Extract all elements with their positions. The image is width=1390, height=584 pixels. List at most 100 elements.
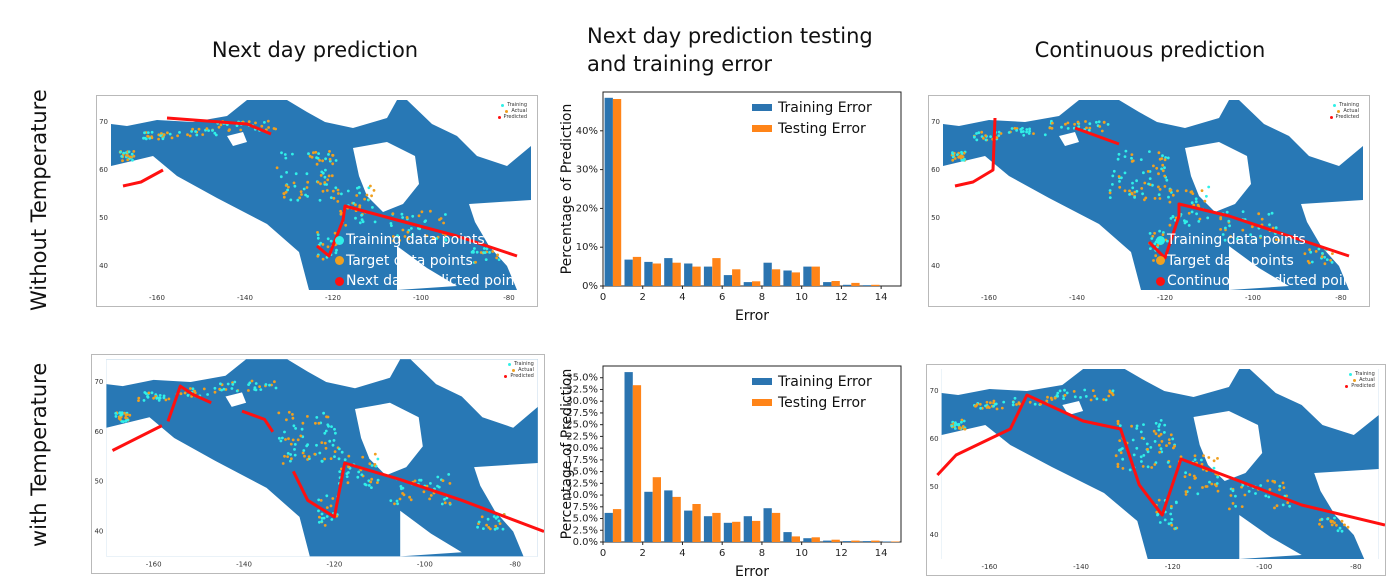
map-point [147, 391, 151, 395]
map-point [305, 186, 309, 189]
map-point [1027, 132, 1031, 135]
map-point [291, 438, 295, 442]
water-region [1229, 246, 1289, 290]
map-point [1329, 258, 1332, 262]
map-point [443, 497, 446, 501]
map-point [302, 187, 306, 191]
map-point [286, 455, 289, 458]
map-point [373, 452, 377, 456]
map-point [146, 395, 149, 398]
map-point [193, 389, 196, 393]
map-point [1241, 483, 1245, 487]
map-point [1121, 457, 1125, 461]
map-point [1231, 502, 1235, 505]
map-point [306, 415, 309, 418]
water-region [397, 246, 457, 290]
map-point [286, 452, 290, 455]
map-point [373, 463, 377, 466]
map-point [120, 155, 124, 158]
map-point [1140, 436, 1144, 440]
map-point [476, 525, 479, 529]
map-point [284, 438, 287, 441]
map-point [1193, 458, 1197, 461]
map-point [314, 421, 317, 425]
x-tick-label: 12 [835, 548, 848, 559]
map-point [372, 189, 376, 192]
map-point [1153, 463, 1157, 466]
map-point [1153, 440, 1157, 443]
map-point [429, 482, 432, 485]
bar-testing [891, 541, 900, 542]
map-point [1130, 424, 1133, 428]
y-tick-label: 35.0% [566, 373, 598, 384]
map-point [294, 427, 297, 430]
map-point [997, 130, 1001, 134]
bar-testing [752, 281, 761, 286]
map-point [995, 407, 999, 411]
map-point [299, 434, 303, 438]
map-point [207, 129, 210, 132]
bar-testing [692, 266, 701, 286]
map-point [201, 133, 205, 136]
map-point [437, 485, 441, 489]
map-point [346, 189, 350, 193]
map-point [274, 386, 278, 390]
x-tick-label: 2 [640, 292, 646, 303]
map-point [1335, 523, 1338, 527]
map-point [1184, 471, 1187, 475]
map-point [400, 487, 403, 491]
map-point [1158, 197, 1162, 200]
y-tick-label: 0% [582, 281, 598, 292]
map-point [1025, 130, 1028, 134]
map-panel-next-day-with: -160 -140 -120 -100 -80 70 60 50 40 Training Actua… [91, 354, 545, 574]
map-point [1240, 505, 1244, 508]
map-point [429, 494, 433, 497]
map-point [962, 158, 966, 162]
map-point [1219, 217, 1223, 221]
bar-testing [712, 258, 721, 286]
map-point [284, 184, 288, 187]
map-point [1118, 180, 1121, 183]
map-point [330, 425, 333, 428]
map-point [320, 459, 324, 463]
map-point [325, 494, 329, 498]
map-point [953, 424, 957, 427]
map-point [231, 383, 235, 386]
map-point [324, 157, 327, 161]
map-point [1158, 443, 1161, 447]
predicted-dot [1345, 384, 1349, 388]
map-point [395, 499, 399, 503]
map-point [1281, 481, 1285, 485]
map-point [287, 185, 290, 189]
map-x-tick: -80 [1350, 563, 1361, 571]
map-point [402, 493, 406, 497]
map-point [230, 387, 234, 390]
map-point [137, 399, 140, 402]
map-point [1077, 125, 1081, 128]
map-panel-next-day-without: -160 -140 -120 -100 -80 70 60 50 40 Training dat… [96, 95, 538, 307]
map-point [1314, 250, 1318, 253]
map-point [1333, 521, 1336, 525]
map-point [323, 175, 327, 179]
map-point [1131, 159, 1135, 163]
map-point [392, 239, 395, 243]
map-y-tick: 70 [931, 118, 940, 126]
map-point [1278, 488, 1281, 492]
map-point [360, 473, 364, 477]
map-point [1124, 149, 1128, 153]
map-point [191, 127, 194, 131]
map-point [992, 404, 995, 408]
map-point [1163, 166, 1166, 170]
map-point [119, 150, 122, 154]
map-point [1108, 191, 1112, 195]
y-tick-label: 12.5% [566, 478, 598, 489]
map-point [1268, 488, 1272, 491]
map-point [332, 196, 336, 200]
map-point [226, 382, 230, 386]
map-point [291, 413, 294, 416]
map-point [143, 136, 147, 140]
map-point [1158, 521, 1162, 524]
map-point [254, 382, 258, 385]
error-chart-with: 0 2 4 6 8 10 12 14 0.0% 2.5% 5.0% 7.5% 10.0% 12.5% 15.… [553, 362, 905, 580]
map-point [258, 385, 261, 388]
